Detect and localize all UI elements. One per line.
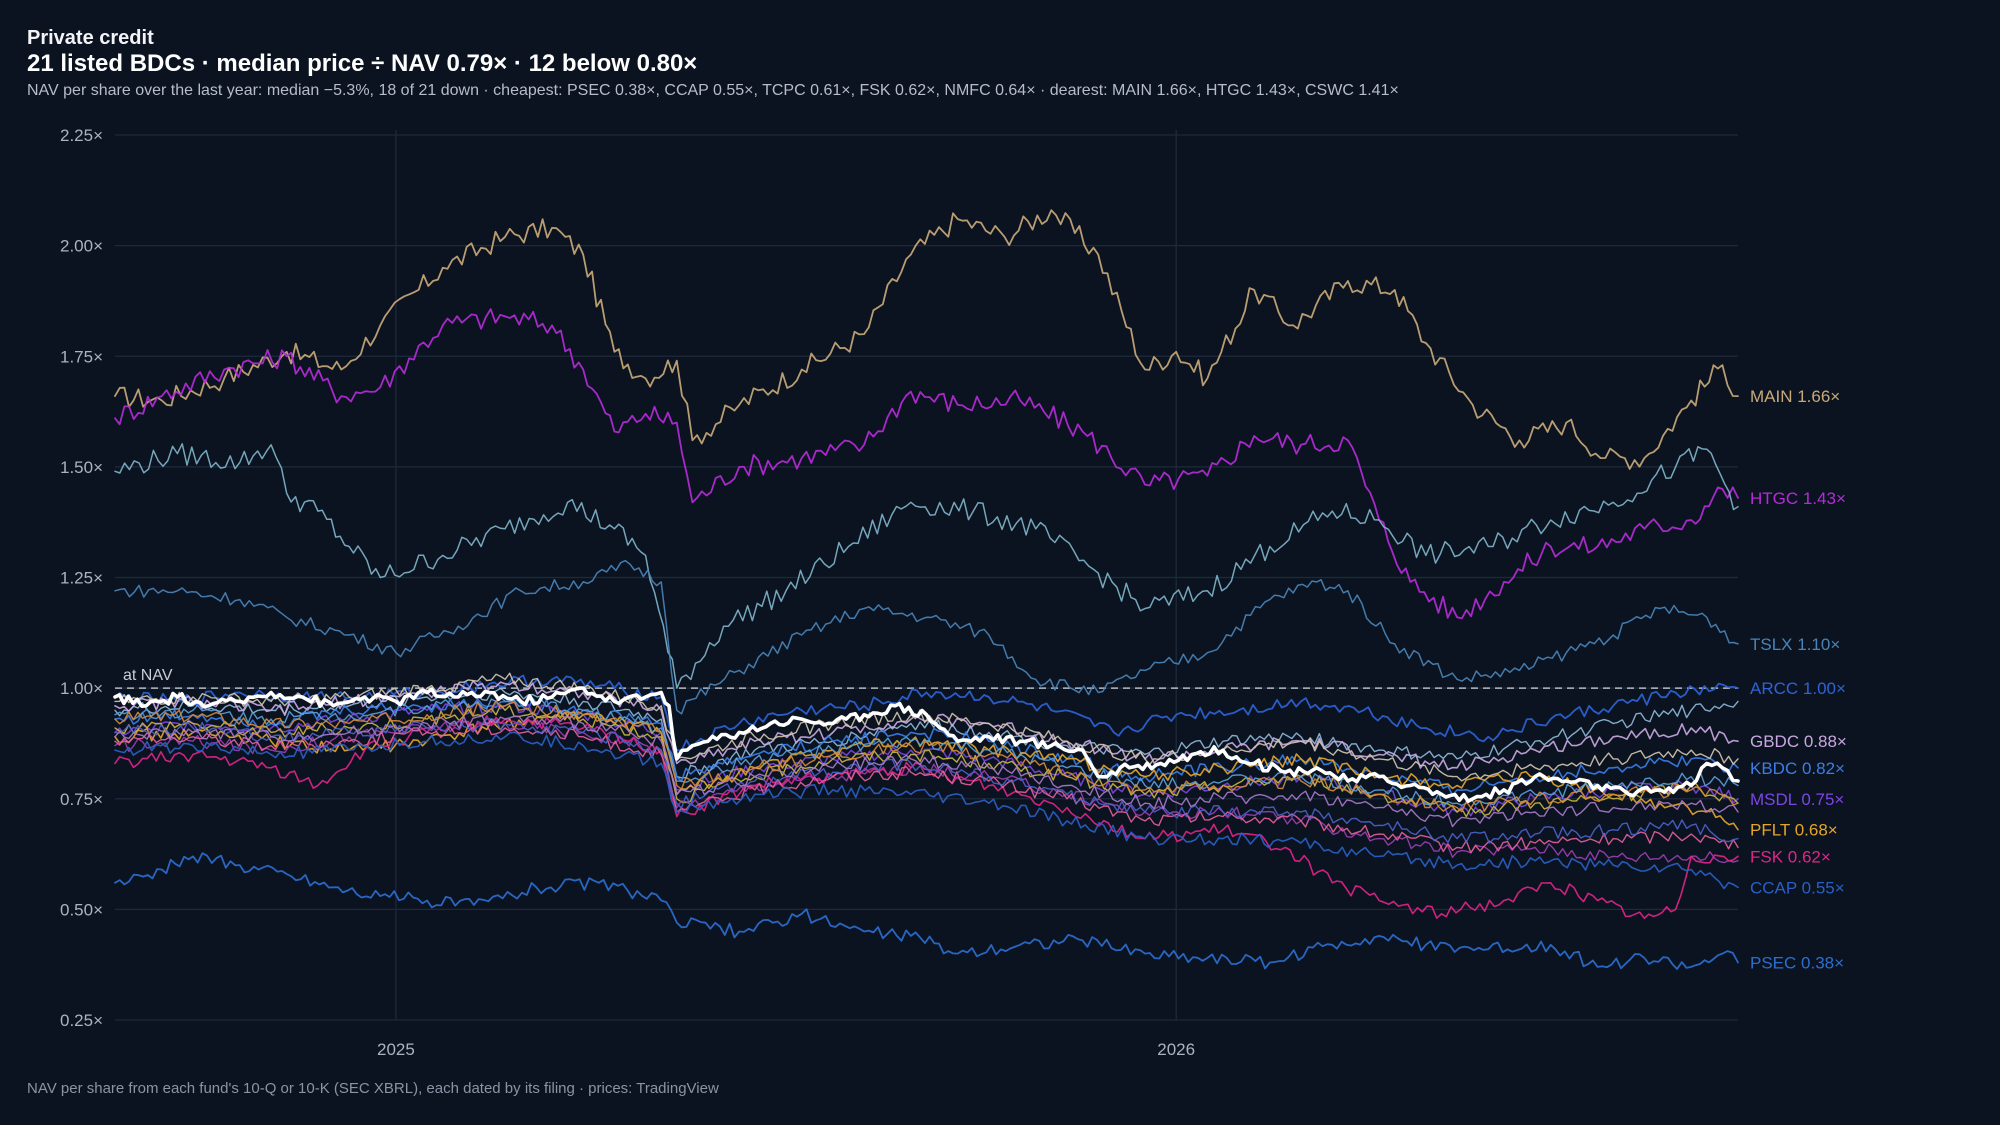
series-line-psec bbox=[114, 852, 1739, 970]
x-tick-label: 2026 bbox=[1157, 1040, 1195, 1059]
end-label-gbdc: GBDC 0.88× bbox=[1750, 732, 1847, 751]
chart-header: Private credit 21 listed BDCs · median p… bbox=[27, 26, 1980, 102]
chart-subtitle: NAV per share over the last year: median… bbox=[27, 82, 1399, 99]
y-tick-label: 2.00× bbox=[60, 237, 103, 256]
end-label-layer: MAIN 1.66× HTGC 1.43× TSLX 1.10× ARCC 1.00×… bbox=[1750, 387, 1847, 972]
series-line-tslx bbox=[114, 559, 1739, 715]
series-line-main bbox=[114, 209, 1739, 470]
y-tick-label: 0.25× bbox=[60, 1011, 103, 1030]
series-line-kbdc bbox=[114, 697, 1739, 796]
end-label-psec: PSEC 0.38× bbox=[1750, 953, 1844, 972]
end-label-htgc: HTGC 1.43× bbox=[1750, 489, 1846, 508]
series-line-ccap bbox=[114, 731, 1739, 890]
y-tick-label: 1.25× bbox=[60, 569, 103, 588]
x-tick-label: 2025 bbox=[377, 1040, 415, 1059]
y-tick-label: 1.50× bbox=[60, 458, 103, 477]
y-tick-label: 0.50× bbox=[60, 900, 103, 919]
y-tick-label: 1.00× bbox=[60, 679, 103, 698]
y-tick-label: 0.75× bbox=[60, 790, 103, 809]
series-line-cgbd bbox=[114, 700, 1739, 813]
end-label-fsk: FSK 0.62× bbox=[1750, 847, 1831, 866]
series-line-median bbox=[113, 686, 1740, 803]
series-line-gsbd bbox=[114, 718, 1739, 844]
end-label-kbdc: KBDC 0.82× bbox=[1750, 759, 1845, 778]
end-label-tslx: TSLX 1.10× bbox=[1750, 635, 1840, 654]
series-line-bxsl bbox=[114, 672, 1739, 782]
y-tick-label: 2.25× bbox=[60, 126, 103, 145]
at-nav-label: at NAV bbox=[123, 667, 173, 684]
reference-layer: at NAV bbox=[115, 667, 1738, 689]
chart-source-note: NAV per share from each fund's 10-Q or 1… bbox=[27, 1080, 719, 1097]
series-line-ocsl bbox=[114, 704, 1739, 818]
y-tick-label: 1.75× bbox=[60, 347, 103, 366]
series-line-slrc bbox=[114, 715, 1739, 828]
grid-layer bbox=[115, 130, 1738, 1021]
series-line-cswc bbox=[114, 443, 1739, 689]
chart-kicker: Private credit bbox=[27, 27, 154, 49]
series-layer bbox=[113, 209, 1740, 970]
series-line-nmfc bbox=[114, 723, 1739, 854]
end-label-pflt: PFLT 0.68× bbox=[1750, 821, 1838, 840]
axis-layer: 0.25× 0.50× 0.75× 1.00× 1.25× 1.50× 1.75× 2.00×… bbox=[60, 126, 1195, 1059]
chart-title: 21 listed BDCs · median price ÷ NAV 0.79… bbox=[27, 50, 698, 77]
end-label-msdl: MSDL 0.75× bbox=[1750, 790, 1844, 809]
end-label-main: MAIN 1.66× bbox=[1750, 387, 1840, 406]
end-label-arcc: ARCC 1.00× bbox=[1750, 679, 1846, 698]
series-line-htgc bbox=[114, 308, 1739, 620]
series-line-gbdc bbox=[114, 680, 1739, 771]
end-label-ccap: CCAP 0.55× bbox=[1750, 878, 1845, 897]
